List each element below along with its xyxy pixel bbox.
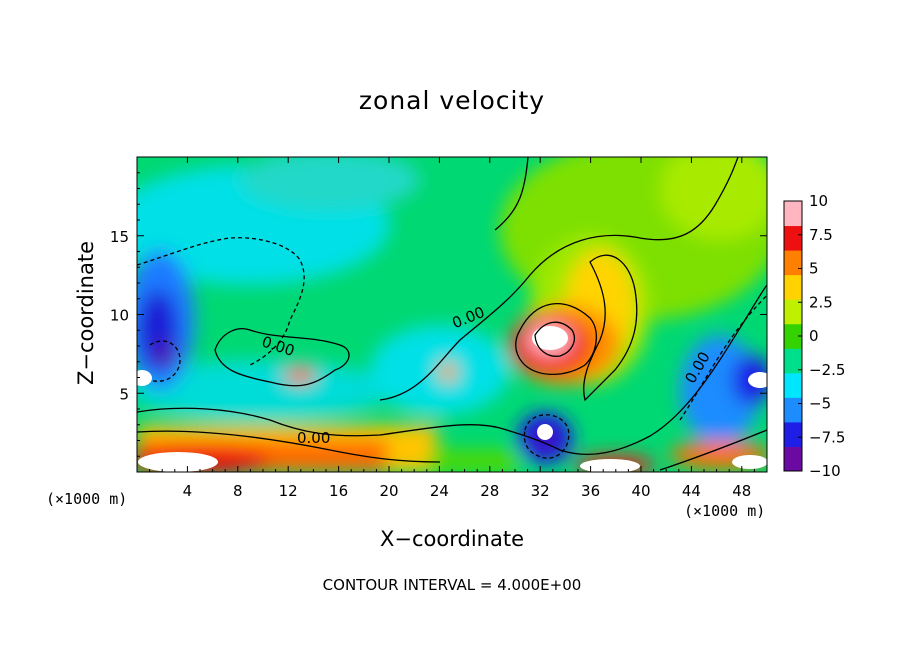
colorbar-segment [784,397,802,423]
colorbar-tick-label: −5 [809,395,831,413]
x-unit-note-left: (×1000 m) [46,490,128,508]
colorbar-segment [784,250,802,276]
core-white-bottom-1 [537,424,553,440]
core-white-jet [532,326,568,350]
x-tick-label: 32 [531,482,550,500]
contour-bottom-band [137,430,441,463]
core-white-bottom-2 [580,459,640,472]
field-band-green [430,450,520,472]
contour-plus4-arc [583,254,638,402]
x-tick-label: 28 [480,482,499,500]
zero-contour-upper [494,157,529,231]
zero-contour-main [137,284,767,456]
x-tick-label: 24 [430,482,449,500]
colorbar-tick-label: −7.5 [809,428,845,446]
x-tick-label: 20 [379,482,398,500]
colorbar: 10 7.5 5 2.5 0 −2.5 −5 −7.5 −10 [783,192,845,480]
contour-jet-outer [515,302,597,376]
negative-contour-left [137,237,305,366]
x-tick-label: 36 [581,482,600,500]
contour-jet-inner [534,321,575,357]
x-axis: 4 8 12 16 20 24 28 32 36 40 44 48 [149,157,755,500]
colorbar-tick-label: −2.5 [809,361,845,379]
zero-contour-center [379,157,739,401]
x-tick-label: 40 [631,482,650,500]
chart-title: zonal velocity [358,86,546,115]
contour-interval-note: CONTOUR INTERVAL = 4.000E+00 [322,576,582,594]
colorbar-segment [784,323,802,349]
core-white-bottom-3 [732,455,767,469]
colorbar-segment [784,372,802,398]
field-red-small [285,367,315,383]
negative-contour-left-core [149,340,181,382]
colorbar-segment [784,299,802,325]
colorbar-tick-label: 0 [809,327,819,345]
plot-area: 0.00 0.00 0.00 0.00 [137,157,767,472]
core-white-right-edge [748,372,767,388]
contour-lines [137,157,767,471]
contour-bottom-right [659,429,767,471]
y-tick-label: 5 [119,385,129,403]
core-white-left-edge [137,370,152,386]
colorbar-tick-label: 2.5 [809,293,833,311]
x-tick-label: 8 [233,482,243,500]
colorbar-segment [784,274,802,300]
colorbar-segment [784,421,802,447]
x-tick-label: 44 [682,482,701,500]
colorbar-tick-label: 5 [809,260,819,278]
colorbar-segment [784,225,802,251]
negative-contour-right [679,294,767,421]
colorbar-segment [784,201,802,227]
y-axis: 5 10 15 [110,172,767,457]
colorbar-tick-label: 7.5 [809,226,833,244]
x-tick-label: 16 [329,482,348,500]
core-white-left [138,452,218,472]
colorbar-tick-label: 10 [809,192,828,210]
x-tick-label: 4 [183,482,193,500]
field-cyan-top [240,157,420,210]
colorbar-segment [784,446,802,472]
contour-label-3: 0.00 [297,429,330,447]
colorbar-tick-label: −10 [809,462,841,480]
y-tick-label: 10 [110,307,129,325]
field-yellowgreen-top-right [660,157,767,240]
x-unit-note-right: (×1000 m) [684,502,766,520]
zero-contour-left [214,328,350,387]
x-tick-label: 48 [732,482,751,500]
x-axis-label: X−coordinate [380,527,524,551]
y-tick-label: 15 [110,228,129,246]
field-orange-small [439,362,457,382]
field-purple-left [153,343,177,367]
x-tick-label: 12 [279,482,298,500]
colorbar-segment [784,348,802,374]
